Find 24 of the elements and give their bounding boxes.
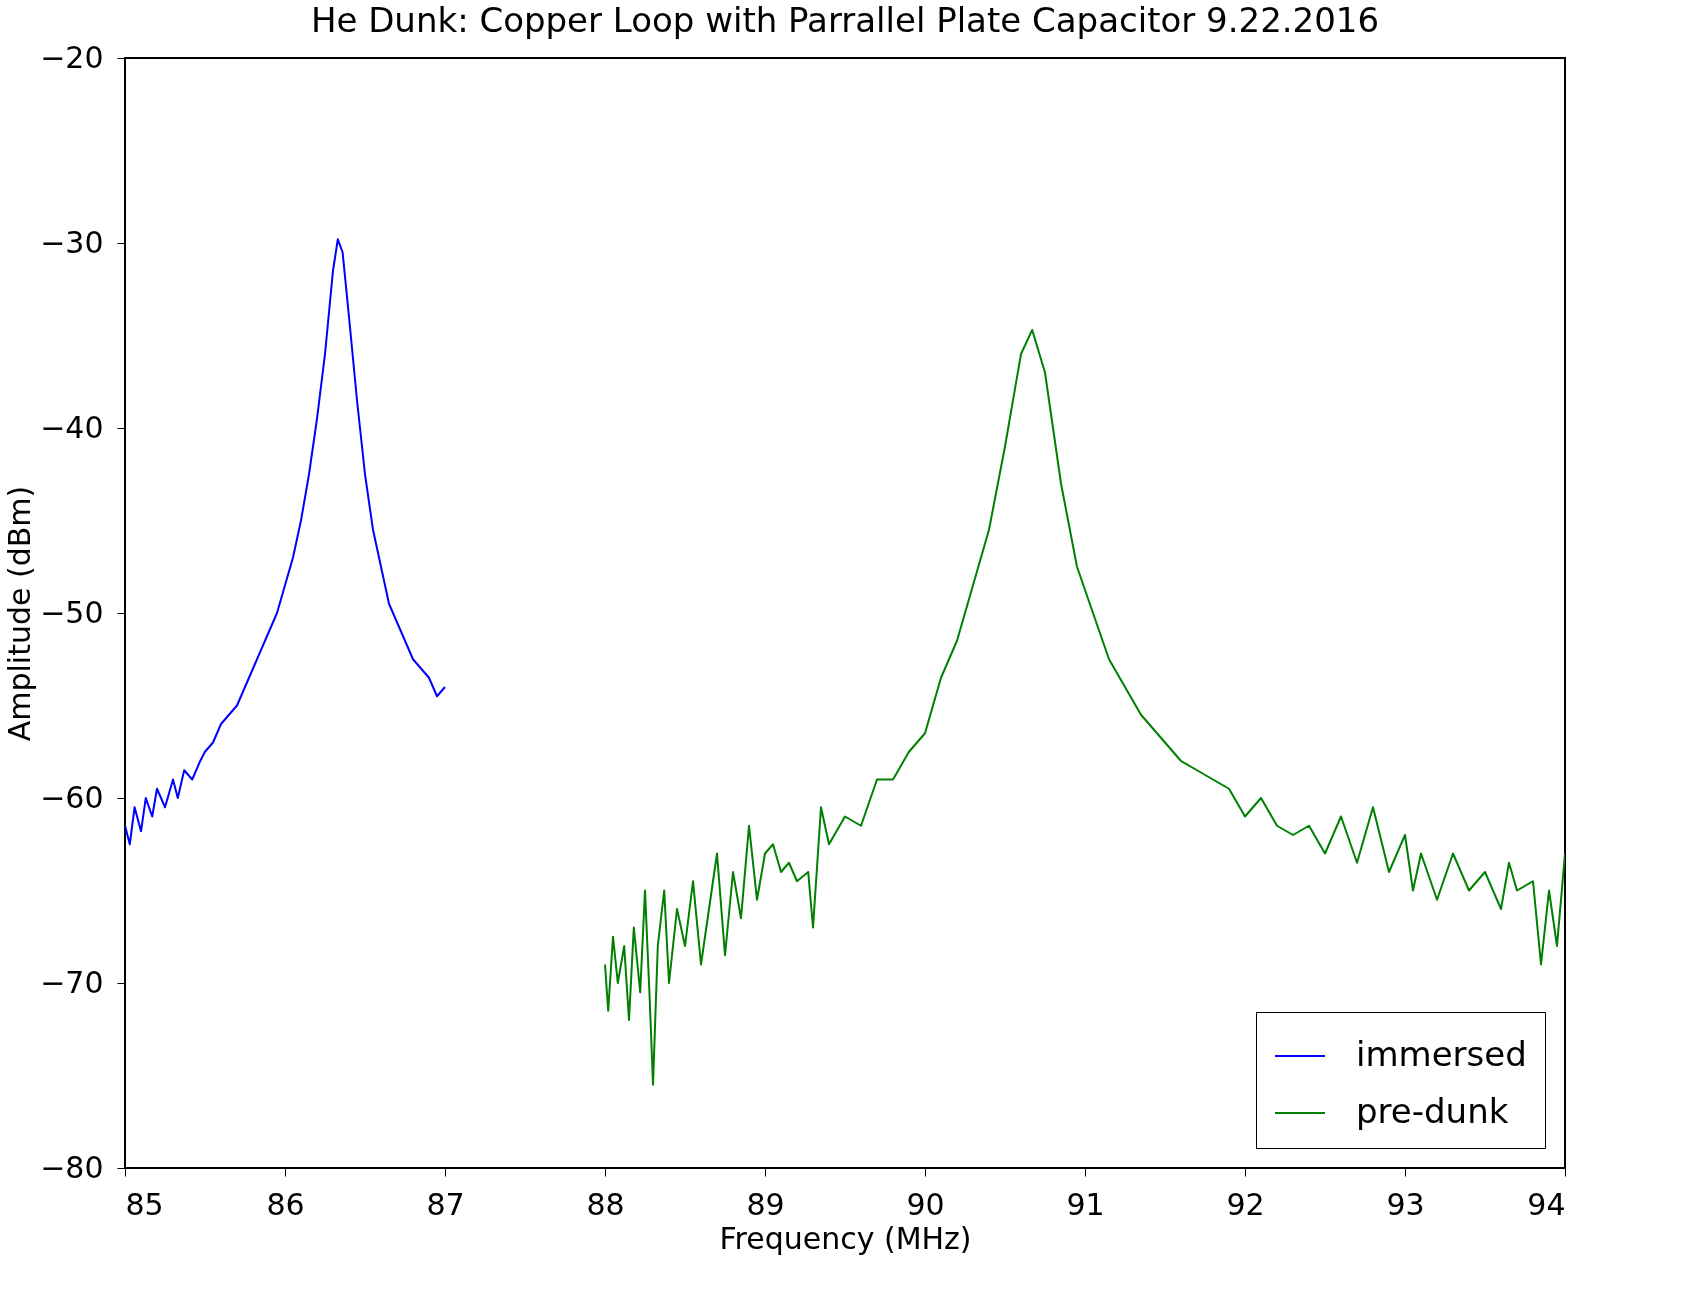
y-tick-label: −40 (40, 409, 104, 445)
x-tick-label: 85 (125, 1186, 164, 1222)
x-tick-label: 92 (1226, 1186, 1265, 1222)
x-tick-label: 91 (1066, 1186, 1105, 1222)
x-tick-label: 94 (1527, 1186, 1566, 1222)
x-tick-label: 88 (586, 1186, 625, 1222)
x-axis-title: Frequency (MHz) (719, 1220, 972, 1256)
line-series (125, 238, 446, 846)
y-tick-label: −80 (40, 1149, 104, 1185)
y-tick-label: −50 (40, 594, 104, 630)
y-tick-label: −20 (40, 39, 104, 75)
legend-label: immersed (1356, 1034, 1527, 1074)
x-tick-label: 90 (906, 1186, 945, 1222)
line-series (604, 328, 1565, 1086)
legend-label: pre-dunk (1356, 1091, 1509, 1131)
x-tick-label: 87 (426, 1186, 465, 1222)
chart-title: He Dunk: Copper Loop with Parrallel Plate Capacitor 9.22.2016 (310, 0, 1380, 40)
y-tick-label: −60 (40, 779, 104, 815)
x-tick-label: 89 (746, 1186, 785, 1222)
y-tick-label: −70 (40, 964, 104, 1000)
y-axis-title: Amplitude (dBm) (2, 485, 38, 742)
y-tick-label: −30 (40, 224, 104, 260)
x-tick-label: 93 (1386, 1186, 1425, 1222)
x-tick-label: 86 (266, 1186, 305, 1222)
